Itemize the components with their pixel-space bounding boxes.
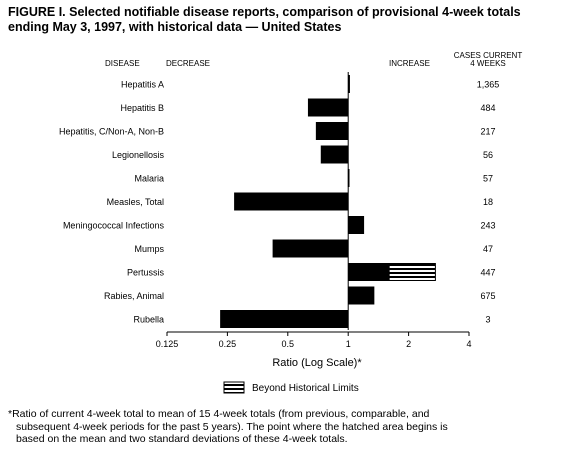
cases-value: 57 bbox=[483, 174, 493, 184]
footnote: *Ratio of current 4-week total to mean o… bbox=[8, 408, 564, 446]
row-hepatitis-c-non-a-non-b: Hepatitis, C/Non-A, Non-B 217 bbox=[59, 122, 496, 140]
bar bbox=[272, 239, 349, 258]
disease-label: Hepatitis B bbox=[120, 103, 164, 113]
bar bbox=[220, 310, 349, 328]
bar bbox=[315, 122, 349, 140]
row-rabies-animal: Rabies, Animal 675 bbox=[104, 286, 496, 305]
cases-value: 3 bbox=[485, 315, 490, 325]
bar bbox=[234, 192, 349, 211]
bar bbox=[307, 98, 349, 117]
disease-label: Hepatitis A bbox=[121, 80, 164, 90]
row-measles-total: Measles, Total 18 bbox=[107, 192, 493, 211]
cases-value: 447 bbox=[480, 268, 495, 278]
x-axis: 0.125 0.25 0.5 1 2 4 bbox=[156, 331, 472, 349]
disease-label: Measles, Total bbox=[107, 197, 164, 207]
disease-label: Rubella bbox=[133, 315, 164, 325]
legend-label: Beyond Historical Limits bbox=[252, 383, 359, 394]
beyond-limits-hatch bbox=[388, 263, 436, 281]
bar bbox=[348, 75, 350, 93]
disease-label: Rabies, Animal bbox=[104, 291, 164, 301]
legend: Beyond Historical Limits bbox=[223, 381, 359, 394]
figure-title: FIGURE I. Selected notifiable disease re… bbox=[8, 5, 563, 35]
row-mumps: Mumps 47 bbox=[134, 239, 493, 258]
cases-value: 56 bbox=[483, 150, 493, 160]
bar bbox=[348, 216, 365, 234]
footnote-line-2: subsequent 4-week periods for the past 5… bbox=[16, 420, 448, 433]
bar bbox=[348, 263, 390, 281]
row-pertussis: Pertussis 447 bbox=[127, 263, 496, 281]
legend-hatch-swatch bbox=[223, 381, 245, 394]
disease-label: Malaria bbox=[134, 174, 164, 184]
disease-label: Pertussis bbox=[127, 268, 165, 278]
disease-label: Meningococcal Infections bbox=[63, 221, 165, 231]
x-tick-label: 0.25 bbox=[219, 339, 237, 349]
cases-header-line-2: 4 WEEKS bbox=[470, 59, 506, 68]
disease-label: Legionellosis bbox=[112, 150, 165, 160]
cases-value: 675 bbox=[480, 291, 495, 301]
increase-header: INCREASE bbox=[389, 59, 430, 68]
disease-label: Hepatitis, C/Non-A, Non-B bbox=[59, 127, 164, 137]
cases-value: 1,365 bbox=[477, 80, 500, 90]
disease-label: Mumps bbox=[134, 244, 164, 254]
bar bbox=[348, 286, 375, 305]
cases-value: 243 bbox=[480, 221, 495, 231]
cases-value: 484 bbox=[480, 103, 495, 113]
decrease-header: DECREASE bbox=[166, 59, 210, 68]
cases-value: 217 bbox=[480, 127, 495, 137]
figure-title-line-1: FIGURE I. Selected notifiable disease re… bbox=[8, 5, 521, 19]
x-axis-label: Ratio (Log Scale)* bbox=[272, 357, 362, 369]
row-legionellosis: Legionellosis 56 bbox=[112, 145, 493, 164]
x-tick-label: 0.125 bbox=[156, 339, 179, 349]
cases-value: 47 bbox=[483, 244, 493, 254]
footnote-line-1: *Ratio of current 4-week total to mean o… bbox=[8, 408, 430, 420]
row-hepatitis-a: Hepatitis A 1,365 bbox=[121, 75, 499, 93]
row-malaria: Malaria 57 bbox=[134, 169, 493, 187]
row-meningococcal-infections: Meningococcal Infections 243 bbox=[63, 216, 496, 234]
disease-column-header: DISEASE bbox=[105, 59, 140, 68]
x-tick-label: 2 bbox=[406, 339, 411, 349]
bar bbox=[320, 145, 349, 164]
row-rubella: Rubella 3 bbox=[133, 310, 491, 328]
chart-rows: Hepatitis A 1,365 Hepatitis B 484 Hepatitis,… bbox=[59, 72, 499, 330]
row-hepatitis-b: Hepatitis B 484 bbox=[120, 98, 496, 117]
cases-header-line-1: CASES CURRENT bbox=[454, 51, 523, 60]
x-tick-label: 4 bbox=[466, 339, 471, 349]
x-tick-label: 1 bbox=[346, 339, 351, 349]
x-tick-label: 0.5 bbox=[282, 339, 295, 349]
cases-value: 18 bbox=[483, 197, 493, 207]
figure-title-line-2: ending May 3, 1997, with historical data… bbox=[8, 20, 342, 34]
footnote-line-3: based on the mean and two standard devia… bbox=[16, 433, 348, 445]
column-headers: DISEASE DECREASE INCREASE CASES CURRENT … bbox=[105, 51, 522, 68]
